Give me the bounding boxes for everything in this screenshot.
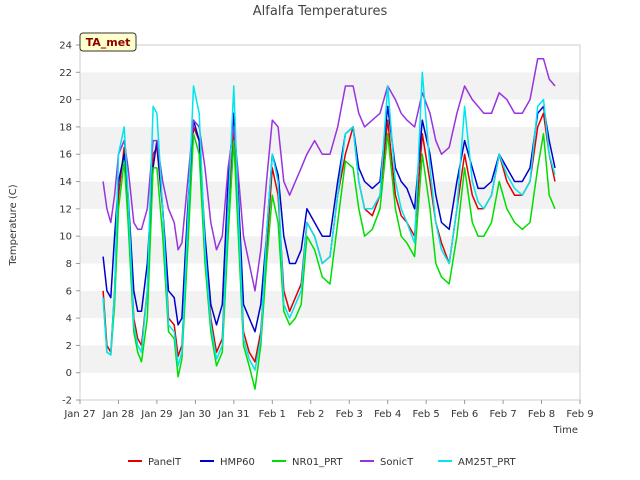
x-tick-label: Feb 5 — [413, 409, 440, 420]
grid-band — [80, 372, 580, 400]
y-tick-label: 18 — [59, 122, 72, 133]
y-tick-label: 22 — [59, 68, 72, 79]
y-tick-label: 8 — [66, 259, 72, 270]
legend-label: PanelT — [148, 457, 182, 468]
x-axis-label: Time — [553, 425, 578, 436]
legend-label: HMP60 — [220, 457, 255, 468]
badge-box — [79, 32, 137, 52]
grid-band — [80, 345, 580, 373]
x-tick-label: Feb 2 — [297, 409, 324, 420]
y-tick-label: 20 — [59, 95, 72, 106]
x-tick-label: Feb 4 — [374, 409, 401, 420]
y-tick-label: 12 — [59, 204, 72, 215]
x-tick-label: Feb 3 — [336, 409, 363, 420]
y-tick-label: 14 — [59, 177, 72, 188]
series-lines — [102, 57, 556, 390]
x-tick-label: Feb 9 — [566, 409, 593, 420]
x-tick-label: Jan 30 — [179, 409, 211, 420]
legend-label: NR01_PRT — [292, 457, 343, 468]
x-tick-label: Jan 31 — [217, 409, 249, 420]
x-tick-label: Feb 7 — [489, 409, 516, 420]
series-line-nr01-prt — [102, 133, 556, 390]
y-tick-label: 6 — [66, 286, 72, 297]
y-tick-label: 10 — [59, 232, 72, 243]
grid-bands — [80, 45, 580, 400]
legend-label: AM25T_PRT — [458, 457, 517, 468]
grid-band — [80, 99, 580, 127]
y-tick-label: -2 — [62, 396, 72, 407]
y-tick-label: 2 — [66, 341, 72, 352]
x-tick-label: Feb 1 — [259, 409, 286, 420]
y-axis-label: Temperature (C) — [8, 184, 19, 266]
plot-area-border — [79, 44, 581, 401]
series-line-am25t-prt — [102, 71, 556, 371]
grid-band — [80, 290, 580, 319]
x-tick-label: Jan 29 — [140, 409, 172, 420]
grid-band — [80, 263, 580, 291]
x-tick-label: Feb 8 — [528, 409, 555, 420]
y-tick-label: 0 — [66, 368, 72, 379]
grid-band — [80, 318, 580, 346]
badge-label: TA_met — [86, 36, 131, 49]
legend: PanelT HMP60 NR01_PRT SonicT AM25T_PRT — [128, 457, 517, 468]
legend-label: SonicT — [380, 457, 414, 468]
chart-title: Alfalfa Temperatures — [253, 4, 388, 19]
x-tick-label: Feb 6 — [451, 409, 478, 420]
x-tick-label: Jan 28 — [102, 409, 134, 420]
x-tick-label: Jan 27 — [63, 409, 95, 420]
x-axis-ticks: Jan 27 Jan 28 Jan 29 Jan 30 Jan 31 Feb 1 Feb 2… — [63, 400, 594, 420]
ta-met-badge: TA_met — [79, 32, 137, 52]
y-tick-label: 16 — [59, 150, 72, 161]
grid-band — [80, 236, 580, 264]
y-tick-label: 24 — [59, 41, 72, 52]
grid-band — [80, 45, 580, 73]
y-tick-label: 4 — [66, 314, 72, 325]
grid-band — [80, 72, 580, 100]
grid-band — [80, 126, 580, 155]
